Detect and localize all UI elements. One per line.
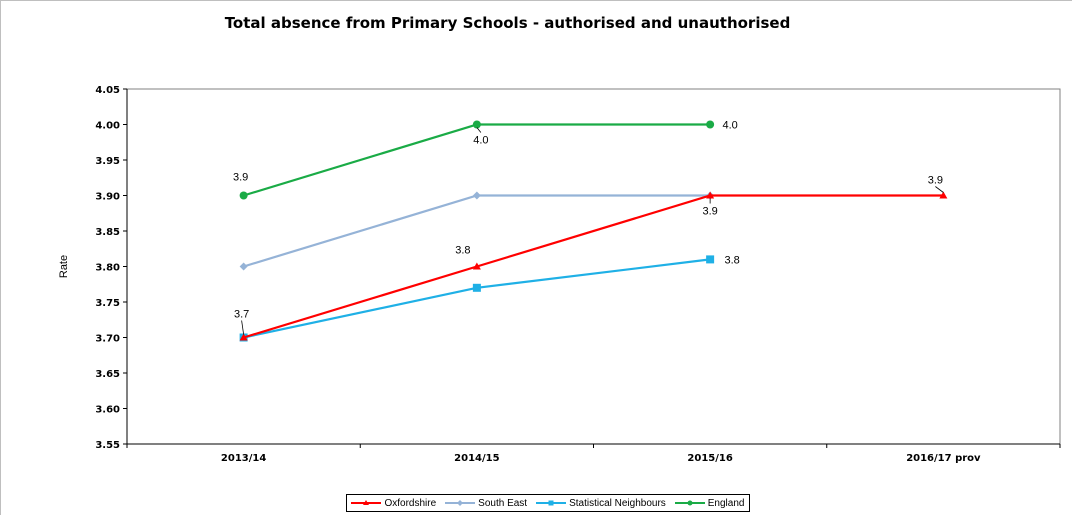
plot-area [126, 88, 1061, 445]
data-point [939, 191, 948, 199]
x-tick-label: 2013/14 [221, 453, 266, 464]
series-line [243, 194, 944, 339]
x-tick-label: 2014/15 [454, 453, 499, 464]
chart-legend: Oxfordshire South East Statistical Neighbo… [346, 494, 750, 512]
data-label: 4.0 [473, 135, 488, 147]
data-point [472, 262, 481, 270]
chart-title: Total absence from Primary Schools - aut… [224, 14, 791, 32]
legend-item: England [674, 497, 745, 509]
y-tick-label: 3.55 [95, 440, 120, 451]
legend-label: Statistical Neighbours [569, 497, 666, 509]
series-england [239, 120, 715, 200]
legend-label: England [707, 497, 745, 509]
data-label-leader [935, 186, 944, 193]
data-point [239, 262, 248, 271]
data-point [706, 255, 715, 264]
y-tick-label: 3.95 [95, 156, 120, 167]
y-tick-label: 3.80 [95, 263, 120, 274]
data-point [706, 191, 715, 199]
y-tick-label: 4.05 [95, 85, 120, 96]
data-label: 3.9 [233, 172, 248, 184]
data-label-leader [241, 320, 245, 335]
x-tick-label: 2016/17 prov [906, 453, 981, 464]
legend-swatch-icon [674, 500, 705, 506]
legend-swatch-icon [351, 500, 382, 505]
legend-swatch-icon [445, 500, 476, 506]
y-tick-label: 3.65 [95, 369, 120, 380]
data-label: 4.0 [722, 120, 737, 132]
legend-label: South East [478, 497, 528, 509]
data-label: 3.8 [455, 245, 470, 257]
data-point [239, 191, 248, 200]
y-tick-label: 3.60 [95, 405, 120, 416]
data-point [472, 191, 481, 200]
y-tick-label: 4.00 [95, 121, 120, 132]
legend-label: Oxfordshire [384, 497, 437, 509]
data-point [472, 120, 481, 129]
y-axis-label: Rate [58, 255, 70, 278]
legend-item: Oxfordshire [351, 498, 436, 509]
data-point [706, 120, 715, 129]
legend-item: Statistical Neighbours [536, 498, 666, 509]
series-oxfordshire [239, 191, 948, 341]
data-point [239, 333, 248, 341]
y-tick-label: 3.85 [95, 227, 120, 238]
data-label-leader [476, 127, 482, 133]
legend-item: South East [445, 498, 527, 509]
data-label: 3.9 [702, 206, 717, 218]
y-tick-label: 3.70 [95, 334, 120, 345]
data-label: 3.8 [724, 254, 739, 266]
data-point [472, 283, 481, 292]
legend-swatch-icon [536, 500, 567, 506]
data-label: 3.7 [234, 309, 249, 321]
y-tick-label: 3.90 [95, 192, 120, 203]
y-tick-label: 3.75 [95, 298, 120, 309]
data-label: 3.9 [928, 175, 943, 187]
x-tick-label: 2015/16 [687, 453, 732, 464]
